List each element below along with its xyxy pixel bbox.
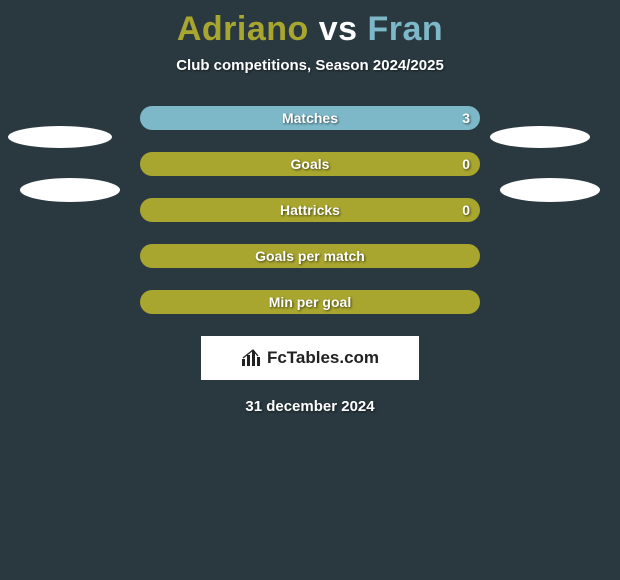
stat-row: Hattricks0 — [0, 198, 620, 222]
decor-ellipse — [500, 178, 600, 202]
stat-row: Goals0 — [0, 152, 620, 176]
logo-box: FcTables.com — [201, 336, 419, 380]
bar-left-fill — [140, 244, 480, 268]
bar-wrap — [140, 198, 480, 222]
logo: FcTables.com — [241, 348, 379, 368]
title-vs: vs — [319, 10, 358, 48]
bars-icon — [241, 349, 263, 367]
bar-left-fill — [140, 198, 480, 222]
bar-wrap — [140, 244, 480, 268]
date-text: 31 december 2024 — [0, 398, 620, 415]
bar-left-fill — [140, 152, 480, 176]
stat-row: Min per goal — [0, 290, 620, 314]
page-title: Adriano vs Fran — [0, 0, 620, 49]
bar-wrap — [140, 290, 480, 314]
bar-wrap — [140, 152, 480, 176]
stat-row: Goals per match — [0, 244, 620, 268]
bar-left-fill — [140, 290, 480, 314]
title-player2: Fran — [368, 10, 444, 48]
subtitle: Club competitions, Season 2024/2025 — [0, 57, 620, 74]
decor-ellipse — [8, 126, 112, 148]
decor-ellipse — [490, 126, 590, 148]
title-player1: Adriano — [177, 10, 309, 48]
logo-text: FcTables.com — [267, 348, 379, 368]
bar-wrap — [140, 106, 480, 130]
bar-right-fill — [140, 106, 480, 130]
decor-ellipse — [20, 178, 120, 202]
